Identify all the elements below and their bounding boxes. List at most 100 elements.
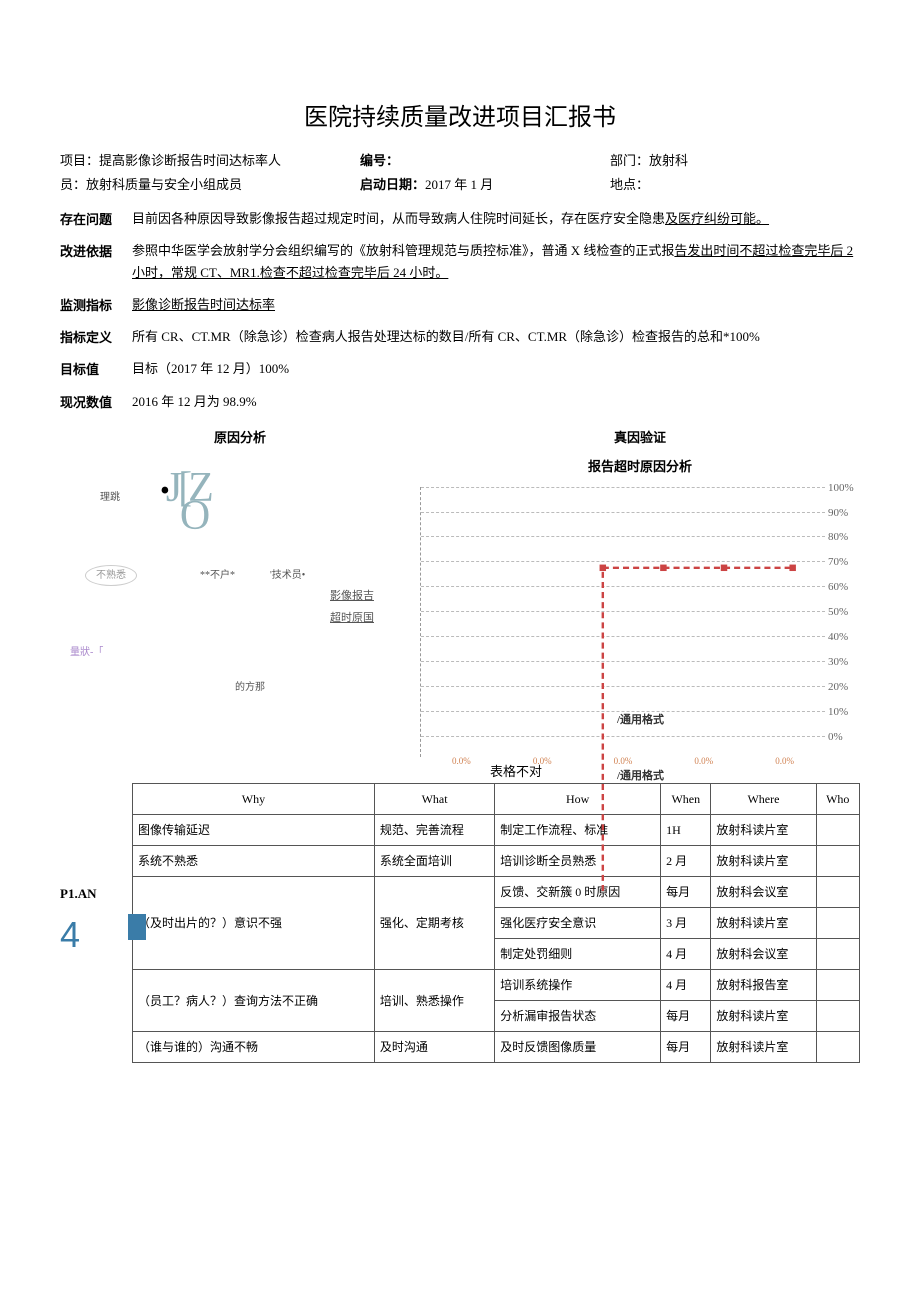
frag-tech: '技术员• (270, 568, 305, 583)
current-label: 现况数值 (60, 391, 132, 413)
project-label: 项目： (60, 153, 99, 168)
staff-cell: 员：放射科质量与安全小组成员 (60, 175, 360, 195)
basis-row: 改进依据 参照中华医学会放射学分会组织编写的《放射科管理规范与质控标准》，普通 … (60, 240, 860, 284)
table-cell: 图像传输延迟 (133, 815, 375, 846)
table-cell (816, 1032, 860, 1063)
root-cause-verify: 真因验证 报告超时原因分析 100% 90% 80% 70% 60% 50% 40% 30% 2… (420, 428, 860, 757)
table-cell: 3 月 (661, 908, 711, 939)
pareto-ylabel: 90% (828, 505, 860, 522)
table-cell: 每月 (661, 1032, 711, 1063)
table-cell: （员工？病人？）查询方法不正确 (133, 970, 375, 1032)
table-cell: 放射科会议室 (711, 939, 816, 970)
pareto-ylabel: 40% (828, 629, 860, 646)
verify-heading: 真因验证 (420, 428, 860, 448)
table-row: （员工？病人？）查询方法不正确培训、熟悉操作培训系统操作4 月放射科报告室 (133, 970, 860, 1001)
frag-buhu: **不户* (200, 568, 235, 583)
start-value: 2017 年 1 月 (425, 177, 493, 192)
pareto-ylabel: 80% (828, 529, 860, 546)
dept-value: 放射科 (649, 153, 688, 168)
problem-text2: 及医疗纠纷可能。 (665, 211, 769, 226)
cause-analysis: 原因分析 •J[ZO 理跳 不熟悉 **不户* '技术员• 影像报吉 超时原国 … (60, 428, 420, 757)
target-row: 目标值 目标（2017 年 12 月）100% (60, 358, 860, 380)
target-label: 目标值 (60, 358, 132, 380)
table-cell: 放射科读片室 (711, 1032, 816, 1063)
pareto-ylabel: 20% (828, 679, 860, 696)
indicator-label: 监测指标 (60, 294, 132, 316)
current-text: 2016 年 12 月为 98.9% (132, 391, 860, 413)
table-cell: 放射科读片室 (711, 908, 816, 939)
staff-label: 员： (60, 177, 86, 192)
plan-number: 4 (60, 908, 132, 962)
pareto-ylabel: 100% (828, 480, 860, 497)
location-label: 地点： (610, 177, 649, 192)
table-cell: 分析漏审报告状态 (495, 1001, 661, 1032)
table-cell (816, 970, 860, 1001)
frag-report: 影像报吉 (330, 588, 374, 605)
watermark-logo: •J[ZO (160, 457, 420, 520)
definition-row: 指标定义 所有 CR、CT.MR（除急诊）检查病人报告处理达标的数目/所有 CR… (60, 326, 860, 348)
pareto-xvalue: 0.0% (775, 755, 794, 769)
format-top: /通用格式 (617, 712, 664, 729)
target-text: 目标（2017 年 12 月）100% (132, 358, 860, 380)
pareto-line-svg (421, 487, 825, 891)
number-label: 编号： (360, 153, 399, 168)
table-cell: 放射科读片室 (711, 1001, 816, 1032)
pareto-ylabel: 30% (828, 654, 860, 671)
pareto-chart: 100%90%80%70%60%50%40%30%20%10%0% /通用格式 … (420, 487, 860, 757)
frag-liangzhuang: 量狀-「 (70, 645, 103, 660)
pareto-xaxis: 0.0%0.0%0.0%0.0%0.0% (421, 755, 825, 769)
basis-text1: 参照中华医学会放射学分会组织编写的《放射科管理规范与质控标准》，普通 X 线检查… (132, 243, 674, 258)
analysis-section: 原因分析 •J[ZO 理跳 不熟悉 **不户* '技术员• 影像报吉 超时原国 … (60, 428, 860, 757)
start-label: 启动日期： (360, 177, 425, 192)
frag-reason: 理跳 (100, 490, 120, 505)
table-cell: 系统不熟悉 (133, 846, 375, 877)
table-cell: 及时沟通 (374, 1032, 494, 1063)
plan-label: P1.AN (60, 884, 132, 904)
staff-value: 放射科质量与安全小组成员 (86, 177, 242, 192)
basis-content: 参照中华医学会放射学分会组织编写的《放射科管理规范与质控标准》，普通 X 线检查… (132, 240, 860, 284)
frag-timeout: 超时原国 (330, 610, 374, 627)
location-cell: 地点： (610, 175, 860, 195)
table-cell: 及时反馈图像质量 (495, 1032, 661, 1063)
table-cell: 4 月 (661, 939, 711, 970)
table-header: Why (133, 784, 375, 815)
doc-title: 医院持续质量改进项目汇报书 (60, 100, 860, 136)
definition-label: 指标定义 (60, 326, 132, 348)
start-cell: 启动日期：2017 年 1 月 (360, 175, 610, 195)
header-block: 项目：提高影像诊断报告时间达标率人 编号： 部门：放射科 员：放射科质量与安全小… (60, 151, 860, 198)
frag-unfamiliar: 不熟悉 (85, 565, 137, 586)
format-bottom: /通用格式 (617, 768, 664, 785)
pareto-ylabel: 50% (828, 604, 860, 621)
frag-defa: 的方那 (235, 680, 265, 695)
fishbone-fragments: 理跳 不熟悉 **不户* '技术员• 影像报吉 超时原国 量狀-「 的方那 (60, 520, 420, 700)
current-row: 现况数值 2016 年 12 月为 98.9% (60, 391, 860, 413)
dept-cell: 部门：放射科 (610, 151, 860, 171)
number-cell: 编号： (360, 151, 610, 171)
pareto-title: 报告超时原因分析 (420, 457, 860, 477)
indicator-row: 监测指标 影像诊断报告时间达标率 (60, 294, 860, 316)
project-value: 提高影像诊断报告时间达标率人 (99, 153, 281, 168)
table-cell: 制定处罚细则 (495, 939, 661, 970)
pareto-ylabel: 10% (828, 704, 860, 721)
problem-content: 目前因各种原因导致影像报告超过规定时间，从而导致病人住院时间延长，存在医疗安全隐… (132, 208, 860, 230)
table-cell: 强化医疗安全意识 (495, 908, 661, 939)
pareto-ylabel: 0% (828, 729, 860, 746)
pareto-ylabel: 70% (828, 554, 860, 571)
cause-heading: 原因分析 (60, 428, 420, 448)
pareto-xvalue: 0.0% (614, 755, 633, 769)
definition-text: 所有 CR、CT.MR（除急诊）检查病人报告处理达标的数目/所有 CR、CT.M… (132, 326, 860, 348)
table-cell: 培训、熟悉操作 (374, 970, 494, 1032)
project-cell: 项目：提高影像诊断报告时间达标率人 (60, 151, 360, 171)
pareto-ylabel: 60% (828, 579, 860, 596)
table-cell: （及时出片的？）意识不强 (133, 877, 375, 970)
table-cell: 每月 (661, 1001, 711, 1032)
basis-label: 改进依据 (60, 240, 132, 262)
pareto-xvalue: 0.0% (694, 755, 713, 769)
pareto-xvalue: 0.0% (533, 755, 552, 769)
table-cell (816, 908, 860, 939)
table-cell: 培训系统操作 (495, 970, 661, 1001)
table-cell: 4 月 (661, 970, 711, 1001)
table-cell (816, 1001, 860, 1032)
table-row: （谁与谁的）沟通不畅及时沟通及时反馈图像质量每月放射科读片室 (133, 1032, 860, 1063)
table-cell (816, 939, 860, 970)
